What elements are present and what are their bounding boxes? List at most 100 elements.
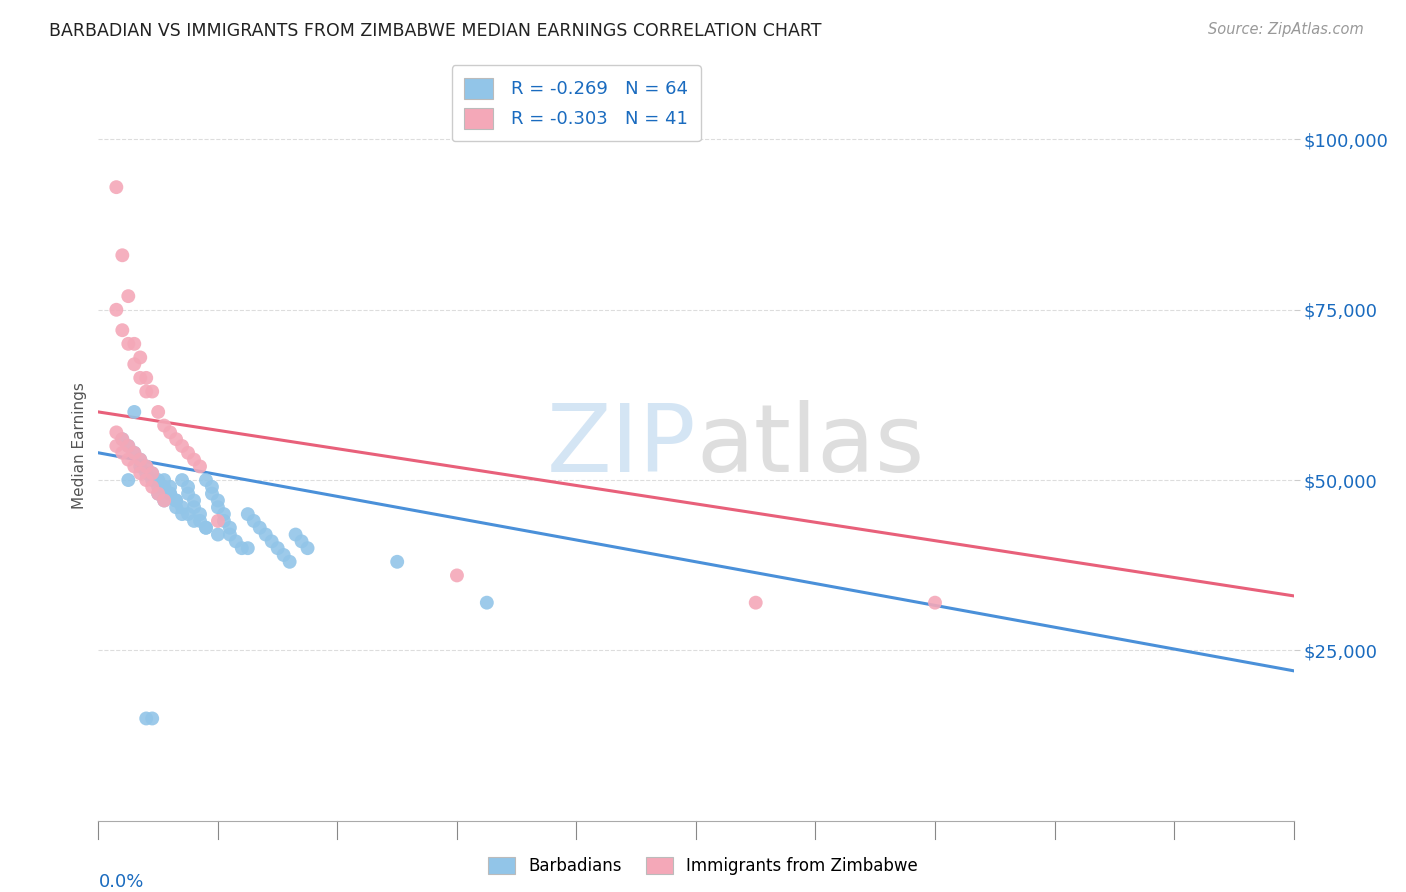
Point (172, 473, 194, 487)
Text: Source: ZipAtlas.com: Source: ZipAtlas.com (1208, 22, 1364, 37)
Point (148, 486, 170, 500)
Point (165, 500, 187, 515)
Point (236, 541, 259, 556)
Point (225, 534, 247, 549)
Point (165, 493, 187, 508)
Point (188, 459, 211, 474)
Point (201, 480, 224, 494)
Point (117, 289, 139, 303)
Point (124, 446, 146, 460)
Point (159, 425, 181, 440)
Point (188, 514, 211, 528)
Point (124, 357, 146, 371)
Point (124, 336, 146, 351)
Point (297, 541, 319, 556)
Point (165, 493, 187, 508)
Point (219, 521, 242, 535)
Point (183, 514, 205, 528)
Point (135, 459, 157, 474)
Point (183, 493, 205, 508)
Point (177, 507, 200, 521)
Point (254, 527, 277, 541)
Point (207, 527, 229, 541)
Y-axis label: Median Earnings: Median Earnings (72, 383, 87, 509)
Point (195, 473, 218, 487)
Text: ZIP: ZIP (547, 400, 696, 492)
Legend: Barbadians, Immigrants from Zimbabwe: Barbadians, Immigrants from Zimbabwe (479, 849, 927, 884)
Legend: R = -0.269   N = 64, R = -0.303   N = 41: R = -0.269 N = 64, R = -0.303 N = 41 (451, 65, 702, 142)
Text: 0.0%: 0.0% (98, 873, 143, 891)
Point (148, 405, 170, 419)
Point (475, 596, 498, 610)
Point (148, 473, 170, 487)
Point (267, 541, 290, 556)
Point (135, 473, 157, 487)
Point (219, 527, 242, 541)
Point (165, 432, 187, 446)
Point (135, 711, 157, 725)
Point (153, 418, 176, 433)
Point (129, 467, 152, 481)
Point (231, 541, 253, 556)
Point (141, 384, 163, 399)
Point (117, 473, 139, 487)
Point (105, 425, 128, 440)
Point (111, 248, 134, 262)
Point (745, 596, 768, 610)
Point (141, 473, 163, 487)
Point (924, 596, 946, 610)
Point (105, 180, 128, 194)
Point (195, 521, 218, 535)
Point (446, 568, 468, 582)
Point (135, 459, 157, 474)
Point (291, 534, 314, 549)
Point (105, 439, 128, 453)
Point (278, 555, 301, 569)
Text: atlas: atlas (696, 400, 924, 492)
Point (284, 527, 307, 541)
Point (243, 514, 266, 528)
Point (385, 555, 409, 569)
Point (177, 446, 200, 460)
Point (148, 486, 170, 500)
Point (129, 459, 152, 474)
Point (117, 336, 139, 351)
Point (207, 493, 229, 508)
Point (212, 507, 235, 521)
Point (260, 534, 283, 549)
Point (148, 480, 170, 494)
Point (124, 459, 146, 474)
Point (183, 452, 205, 467)
Point (159, 486, 181, 500)
Point (159, 486, 181, 500)
Point (172, 439, 194, 453)
Point (153, 473, 176, 487)
Point (117, 439, 139, 453)
Point (135, 371, 157, 385)
Point (141, 467, 163, 481)
Point (117, 452, 139, 467)
Point (105, 302, 128, 317)
Point (124, 405, 146, 419)
Point (177, 486, 200, 500)
Point (236, 507, 259, 521)
Point (141, 480, 163, 494)
Point (117, 439, 139, 453)
Point (135, 467, 157, 481)
Point (129, 452, 152, 467)
Point (195, 521, 218, 535)
Point (159, 480, 181, 494)
Point (153, 480, 176, 494)
Point (201, 486, 224, 500)
Text: BARBADIAN VS IMMIGRANTS FROM ZIMBABWE MEDIAN EARNINGS CORRELATION CHART: BARBADIAN VS IMMIGRANTS FROM ZIMBABWE ME… (49, 22, 821, 40)
Point (153, 493, 176, 508)
Point (273, 548, 295, 562)
Point (212, 514, 235, 528)
Point (129, 371, 152, 385)
Point (111, 432, 134, 446)
Point (177, 480, 200, 494)
Point (111, 432, 134, 446)
Point (249, 521, 271, 535)
Point (172, 507, 194, 521)
Point (188, 507, 211, 521)
